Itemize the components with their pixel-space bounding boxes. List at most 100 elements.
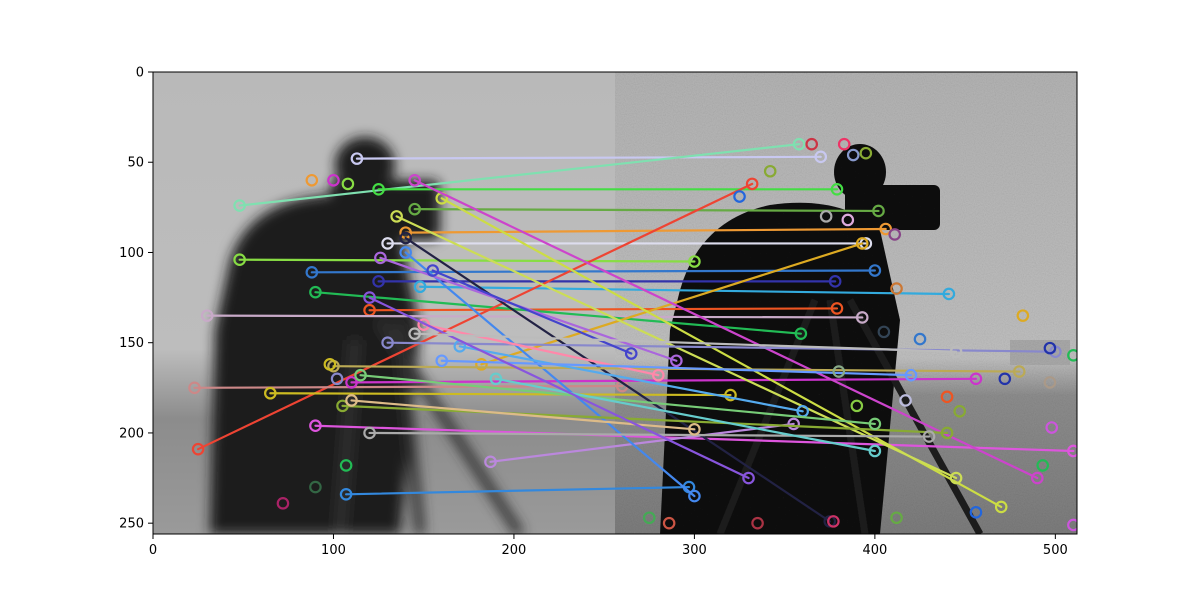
y-axis: 0 50 100 150 200 250 bbox=[119, 66, 153, 532]
keypoint-left bbox=[233, 253, 246, 266]
keypoint-19 bbox=[1043, 376, 1057, 389]
match-22 bbox=[408, 173, 1044, 485]
keypoint-left bbox=[399, 246, 412, 259]
keypoint-left bbox=[408, 202, 421, 216]
keypoint-right bbox=[922, 430, 936, 443]
match-line bbox=[368, 431, 931, 438]
keypoint-33 bbox=[832, 365, 846, 378]
match-23 bbox=[399, 231, 837, 528]
keypoint-31 bbox=[819, 210, 833, 223]
keypoint-left bbox=[408, 327, 421, 340]
keypoint-7 bbox=[330, 372, 344, 386]
keypoint-right bbox=[745, 177, 759, 191]
match-line bbox=[350, 377, 978, 384]
keypoint-2 bbox=[341, 177, 355, 191]
keypoint-right bbox=[787, 417, 800, 431]
match-20 bbox=[484, 417, 800, 469]
keypoint-35 bbox=[877, 325, 891, 339]
keypoint-left bbox=[354, 368, 367, 382]
keypoint-right bbox=[855, 311, 869, 324]
keypoint-right bbox=[1067, 444, 1077, 458]
keypoint-right bbox=[814, 150, 828, 164]
left-image-blurred bbox=[153, 72, 615, 534]
match-line bbox=[404, 251, 696, 498]
keypoint-3 bbox=[276, 497, 290, 510]
keypoint-28 bbox=[642, 511, 656, 525]
keypoint-1 bbox=[327, 173, 340, 187]
y-tick-label: 200 bbox=[119, 426, 144, 441]
match-line bbox=[404, 227, 887, 234]
keypoint-left bbox=[363, 426, 376, 440]
keypoint-right bbox=[624, 347, 638, 360]
match-17 bbox=[345, 372, 983, 389]
match-line bbox=[355, 155, 822, 160]
keypoint-left bbox=[484, 455, 497, 469]
keypoint-right bbox=[949, 471, 963, 485]
keypoint-left bbox=[435, 354, 449, 368]
match-line bbox=[458, 345, 804, 413]
match-39 bbox=[408, 327, 963, 359]
match-3 bbox=[408, 202, 885, 218]
keypoint-23 bbox=[969, 506, 983, 519]
match-line bbox=[193, 384, 624, 389]
keypoint-right bbox=[830, 302, 844, 315]
match-13 bbox=[191, 177, 759, 456]
match-line bbox=[404, 236, 831, 523]
match-line bbox=[238, 258, 696, 263]
match-line bbox=[489, 422, 795, 463]
image-panel bbox=[153, 72, 1077, 534]
y-tick-label: 0 bbox=[136, 66, 144, 81]
keypoint-left bbox=[489, 372, 503, 386]
keypoint-36 bbox=[899, 394, 912, 407]
keypoint-right bbox=[855, 237, 869, 250]
keypoint-left bbox=[475, 358, 488, 371]
keypoint-right bbox=[830, 183, 844, 196]
keypoint-left bbox=[374, 251, 387, 265]
match-29 bbox=[363, 426, 936, 443]
keypoint-25 bbox=[827, 515, 840, 528]
keypoint-right bbox=[868, 444, 882, 458]
keypoint-right bbox=[969, 372, 983, 386]
keypoint-26 bbox=[751, 516, 764, 530]
x-tick-label: 500 bbox=[1043, 543, 1068, 558]
keypoint-right bbox=[792, 137, 806, 151]
keypoint-right bbox=[949, 345, 963, 359]
match-1 bbox=[233, 137, 806, 212]
match-line bbox=[386, 341, 1057, 353]
match-9 bbox=[413, 280, 956, 301]
keypoint-left bbox=[363, 291, 376, 304]
keypoint-left bbox=[345, 394, 358, 407]
keypoint-22 bbox=[1067, 518, 1077, 532]
y-tick-label: 50 bbox=[127, 156, 144, 171]
keypoint-18 bbox=[1067, 349, 1077, 362]
match-8 bbox=[372, 275, 842, 288]
matches-overlay bbox=[188, 137, 1077, 532]
keypoint-29 bbox=[733, 190, 746, 203]
keypoint-right bbox=[742, 471, 755, 485]
keypoint-right bbox=[688, 423, 701, 436]
keypoint-left bbox=[305, 266, 319, 279]
keypoint-left bbox=[381, 336, 394, 350]
keypoint-left bbox=[381, 237, 394, 250]
keypoint-right bbox=[828, 275, 842, 288]
keypoint-left bbox=[309, 419, 322, 433]
keypoint-left bbox=[188, 381, 201, 395]
keypoint-17 bbox=[1043, 341, 1057, 355]
keypoint-right bbox=[688, 489, 701, 503]
keypoint-27 bbox=[662, 516, 676, 530]
match-line bbox=[413, 208, 880, 213]
keypoint-15 bbox=[953, 404, 966, 418]
keypoint-left bbox=[372, 275, 385, 288]
axes-frame bbox=[152, 71, 1078, 535]
match-line bbox=[341, 404, 949, 435]
match-line bbox=[314, 424, 1075, 453]
y-tick-label: 250 bbox=[119, 517, 144, 532]
match-line bbox=[238, 143, 801, 207]
keypoint-right bbox=[872, 204, 885, 218]
keypoint-left bbox=[233, 199, 246, 212]
match-34 bbox=[354, 368, 882, 431]
keypoint-left bbox=[350, 152, 364, 165]
keypoint-10 bbox=[846, 148, 860, 162]
keypoint-right bbox=[823, 515, 837, 528]
match-line bbox=[368, 307, 839, 312]
